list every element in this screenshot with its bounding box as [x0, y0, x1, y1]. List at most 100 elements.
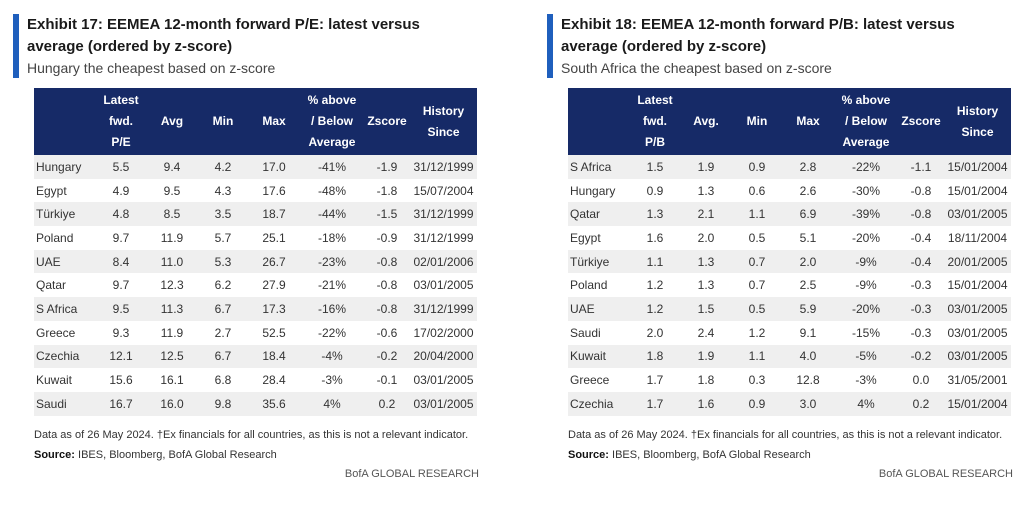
value-cell: -41%	[300, 155, 364, 179]
value-cell: 0.0	[898, 368, 944, 392]
column-header: Max	[248, 88, 300, 155]
table-row: Hungary 0.9 1.3 0.6 2.6 -30% -0.8 15/01/2004	[568, 178, 1011, 203]
value-cell: 1.1	[630, 249, 680, 274]
country-cell: Kuwait	[34, 368, 96, 392]
value-cell: 11.0	[146, 249, 198, 274]
source-label: Source:	[568, 448, 609, 461]
value-cell: 1.3	[680, 249, 732, 274]
country-cell: S Africa	[568, 155, 630, 179]
value-cell: -1.9	[364, 155, 410, 179]
value-cell: -9%	[834, 249, 898, 274]
exhibit-17-subtitle: Hungary the cheapest based on z-score	[27, 60, 276, 76]
value-cell: 03/01/2005	[410, 391, 477, 416]
value-cell: 2.4	[680, 320, 732, 345]
value-cell: -3%	[300, 368, 364, 392]
country-cell: Qatar	[568, 202, 630, 227]
value-cell: 2.8	[782, 155, 834, 179]
value-cell: 2.1	[680, 202, 732, 227]
value-cell: 1.3	[630, 202, 680, 227]
table-row: Czechia 12.1 12.5 6.7 18.4 -4% -0.2 20/04/2000	[34, 344, 477, 369]
value-cell: -0.8	[898, 202, 944, 227]
value-cell: 3.0	[782, 391, 834, 416]
country-cell: Poland	[568, 273, 630, 298]
value-cell: 20/01/2005	[944, 249, 1011, 274]
value-cell: 1.2	[732, 320, 782, 345]
table-row: Czechia 1.7 1.6 0.9 3.0 4% 0.2 15/01/2004	[568, 391, 1011, 416]
value-cell: -22%	[300, 320, 364, 345]
bofa-brand-label: BofA GLOBAL RESEARCH	[344, 467, 479, 480]
footnote-text: Data as of 26 May 2024. †Ex financials f…	[34, 428, 469, 441]
value-cell: 12.3	[146, 273, 198, 298]
country-cell: Egypt	[34, 178, 96, 203]
value-cell: -23%	[300, 249, 364, 274]
table-row: Saudi 16.7 16.0 9.8 35.6 4% 0.2 03/01/2005	[34, 391, 477, 416]
source-label: Source:	[34, 448, 75, 461]
value-cell: -0.8	[364, 273, 410, 298]
value-cell: -0.2	[364, 344, 410, 369]
value-cell: 31/12/1999	[410, 226, 477, 250]
column-header: Avg.	[680, 88, 732, 155]
column-header: Zscore	[364, 88, 410, 155]
value-cell: -44%	[300, 202, 364, 227]
value-cell: 5.7	[198, 226, 248, 250]
pb-table: Latest fwd. P/B Avg. Min Max % above / Below Ave…	[568, 88, 1011, 416]
value-cell: 03/01/2005	[410, 273, 477, 298]
value-cell: 4.8	[96, 202, 146, 227]
header-row: Latest fwd. P/E Avg Min Max % above / Below Aver…	[34, 88, 477, 155]
value-cell: 11.9	[146, 226, 198, 250]
value-cell: 0.2	[898, 391, 944, 416]
value-cell: 27.9	[248, 273, 300, 298]
value-cell: 0.5	[732, 226, 782, 250]
value-cell: 03/01/2005	[944, 297, 1011, 321]
value-cell: -39%	[834, 202, 898, 227]
value-cell: 1.9	[680, 344, 732, 369]
pe-table-body: Hungary 5.5 9.4 4.2 17.0 -41% -1.9 31/12/1999 Eg…	[34, 155, 477, 416]
column-header: % above / Below Average	[300, 88, 364, 155]
value-cell: 25.1	[248, 226, 300, 250]
value-cell: 26.7	[248, 249, 300, 274]
value-cell: 11.3	[146, 297, 198, 321]
column-header-line: History	[956, 103, 999, 118]
value-cell: 9.7	[96, 273, 146, 298]
table-row: Egypt 1.6 2.0 0.5 5.1 -20% -0.4 18/11/2004	[568, 226, 1011, 250]
footnote-text: Data as of 26 May 2024. †Ex financials f…	[568, 428, 1003, 441]
value-cell: 4%	[300, 391, 364, 416]
value-cell: 5.1	[782, 226, 834, 250]
country-cell: Türkiye	[34, 202, 96, 227]
table-row: Kuwait 15.6 16.1 6.8 28.4 -3% -0.1 03/01/2005	[34, 368, 477, 392]
column-header-line: Average	[308, 135, 356, 149]
value-cell: 1.2	[630, 273, 680, 298]
column-header: Avg	[146, 88, 198, 155]
exhibit-17-panel: Exhibit 17: EEMEA 12-month forward P/E: …	[13, 14, 479, 480]
value-cell: 12.5	[146, 344, 198, 369]
value-cell: 9.3	[96, 320, 146, 345]
value-cell: 1.7	[630, 368, 680, 392]
table-row: S Africa 9.5 11.3 6.7 17.3 -16% -0.8 31/12/1999	[34, 297, 477, 321]
exhibit-18-header: Exhibit 18: EEMEA 12-month forward P/B: …	[547, 14, 1013, 78]
table-row: Türkiye 4.8 8.5 3.5 18.7 -44% -1.5 31/12/1999	[34, 202, 477, 227]
table-row: Qatar 9.7 12.3 6.2 27.9 -21% -0.8 03/01/2005	[34, 273, 477, 298]
country-cell: Saudi	[34, 391, 96, 416]
value-cell: -0.8	[364, 249, 410, 274]
column-header: Min	[198, 88, 248, 155]
exhibit-17-header: Exhibit 17: EEMEA 12-month forward P/E: …	[13, 14, 479, 78]
value-cell: 12.8	[782, 368, 834, 392]
value-cell: 0.7	[732, 249, 782, 274]
value-cell: 03/01/2005	[944, 320, 1011, 345]
value-cell: -30%	[834, 178, 898, 203]
value-cell: -0.3	[898, 320, 944, 345]
value-cell: 4%	[834, 391, 898, 416]
table-row: UAE 8.4 11.0 5.3 26.7 -23% -0.8 02/01/2006	[34, 249, 477, 274]
value-cell: 2.0	[680, 226, 732, 250]
value-cell: 16.0	[146, 391, 198, 416]
value-cell: 31/12/1999	[410, 297, 477, 321]
value-cell: 6.7	[198, 344, 248, 369]
value-cell: 17.0	[248, 155, 300, 179]
exhibit-18-subtitle: South Africa the cheapest based on z-sco…	[561, 60, 832, 76]
value-cell: -1.8	[364, 178, 410, 203]
value-cell: 0.9	[732, 155, 782, 179]
column-header-line: Zscore	[367, 114, 407, 128]
value-cell: 8.4	[96, 249, 146, 274]
column-header-line: Min	[746, 114, 768, 128]
value-cell: 2.6	[782, 178, 834, 203]
